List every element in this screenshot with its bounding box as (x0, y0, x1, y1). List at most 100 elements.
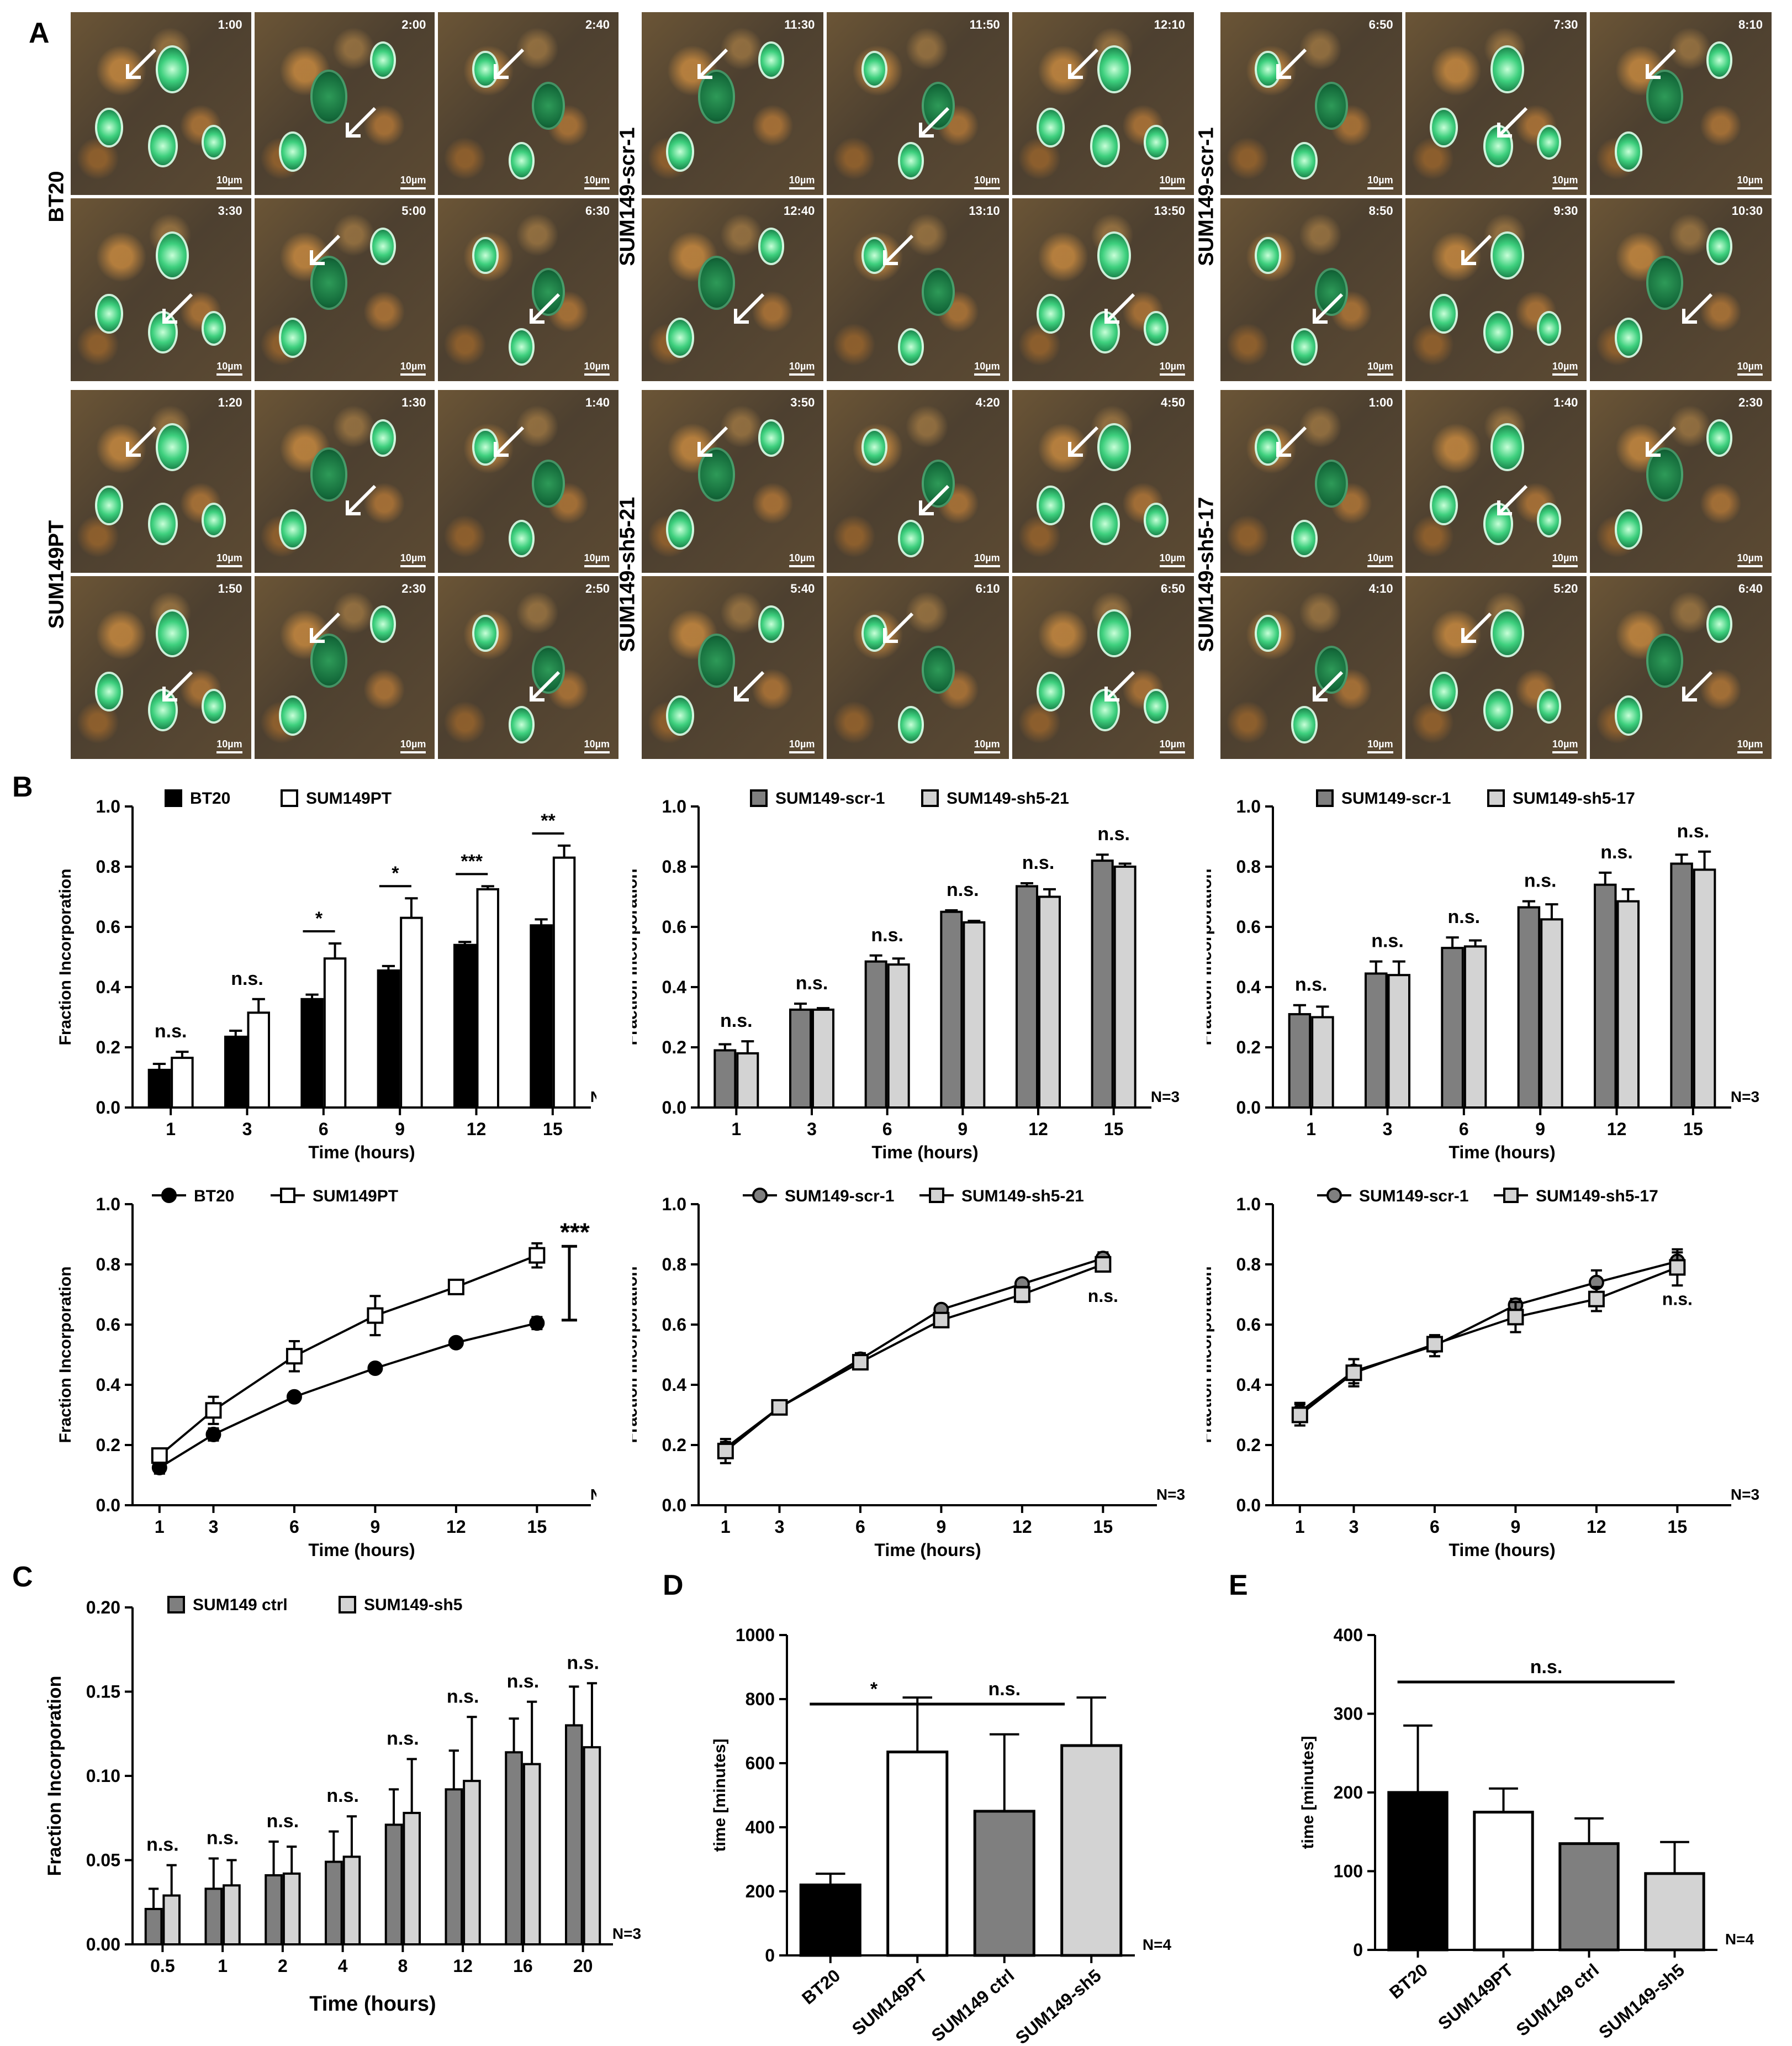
arrow-icon (919, 107, 950, 138)
timestamp-label: 1:00 (1368, 396, 1393, 409)
y-tick-label: 0.6 (96, 917, 120, 937)
n-label: N=3 (1731, 1486, 1759, 1503)
green-cell (1614, 695, 1643, 736)
green-cell (472, 236, 499, 275)
scale-bar: 10µm (789, 739, 815, 753)
x-tick-label: 3 (807, 1119, 817, 1139)
timestamp-label: 1:40 (585, 396, 610, 409)
arrow-icon (1461, 612, 1492, 643)
n-label: N=3 (612, 1925, 641, 1942)
green-cell (148, 502, 178, 546)
microscopy-grid: 3:50 10µm 4:20 10µm 4:50 10µm 5:40 10µm 6:10 10µm… (642, 390, 1194, 759)
green-cell (95, 107, 123, 148)
significance-label: n.s. (947, 879, 979, 900)
y-axis-title: Fraction Incorporation (1207, 868, 1215, 1045)
green-cell (1430, 293, 1458, 334)
green-cell (921, 267, 955, 317)
x-axis-title: Time (hours) (874, 1540, 981, 1560)
significance-label: n.s. (1022, 852, 1055, 873)
scale-bar: 10µm (1552, 552, 1578, 567)
y-tick-label: 1.0 (1236, 1194, 1261, 1214)
x-tick-label: 6 (289, 1517, 299, 1537)
x-tick-label: 12 (1012, 1517, 1032, 1537)
microscopy-frame: 1:30 10µm (254, 390, 435, 573)
green-cell (861, 50, 888, 88)
bar-sum149-scr-1 (864, 960, 887, 1109)
y-tick-label: 0 (1353, 1940, 1363, 1960)
significance-label: n.s. (447, 1686, 479, 1707)
scale-bar: 10µm (216, 552, 242, 567)
legend-scr1-label: SUM149-scr-1 (1341, 789, 1451, 808)
green-cell (155, 45, 189, 94)
legend-bt20-label: BT20 (190, 789, 230, 808)
green-cell (666, 317, 695, 358)
scale-bar: 10µm (789, 552, 815, 567)
n-label: N=3 (1731, 1088, 1759, 1105)
microscopy-frame: 1:00 10µm (71, 12, 251, 195)
green-cell (1706, 41, 1733, 79)
arrow-icon (1067, 426, 1098, 457)
x-tick-label: BT20 (1386, 1960, 1431, 2003)
green-cell (1097, 45, 1132, 94)
y-tick-label: 1000 (736, 1625, 775, 1645)
bar-sum149-sh5 (342, 1855, 361, 1945)
bar-sum149-sh5-21 (963, 921, 986, 1109)
point-sum149pt (528, 1247, 546, 1264)
x-tick-label: 12 (467, 1119, 487, 1139)
green-cell (95, 485, 123, 526)
bar-sum149-sh5-21 (887, 963, 910, 1109)
x-tick-label: 15 (1668, 1517, 1688, 1537)
significance-label: n.s. (1662, 1289, 1693, 1309)
bar-sum149pt (323, 957, 347, 1109)
microscopy-frame: 6:10 10µm (827, 576, 1009, 759)
n-label: N=3 (1151, 1088, 1180, 1105)
microscopy-frame: 7:30 10µm (1405, 12, 1587, 195)
y-axis-title: Fraction Incorporation (44, 1676, 65, 1876)
y-tick-label: 200 (746, 1881, 775, 1901)
microscopy-frame: 4:10 10µm (1220, 576, 1402, 759)
x-tick-label: 15 (527, 1517, 547, 1537)
y-tick-label: 800 (746, 1689, 775, 1709)
scale-bar: 10µm (1160, 552, 1185, 567)
row-label-sum149-sh5-17: SUM149-sh5-17 (1193, 390, 1220, 759)
point-sum149-sh5-17 (1588, 1290, 1605, 1307)
significance-label: n.s. (387, 1728, 419, 1749)
y-axis-title: Fraction Incorporation (632, 1266, 641, 1443)
microscopy-frame: 5:40 10µm (642, 576, 824, 759)
microscopy-frame: 3:30 10µm (71, 198, 251, 381)
green-cell (278, 317, 307, 358)
green-cell (1314, 81, 1349, 130)
x-tick-label: 3 (1383, 1119, 1393, 1139)
significance-label: * (870, 1679, 878, 1700)
timestamp-label: 7:30 (1553, 18, 1578, 31)
legend-sh5-21-label: SUM149-sh5-21 (961, 1187, 1084, 1205)
green-cell (758, 419, 785, 457)
green-cell (1706, 419, 1733, 457)
y-tick-label: 0.4 (662, 1375, 687, 1395)
arrow-icon (1312, 293, 1343, 324)
scale-bar: 10µm (216, 739, 242, 753)
y-axis-title: Fraction Incorporation (56, 1266, 75, 1443)
x-tick-label: 12 (446, 1517, 466, 1537)
bar-sum149pt (400, 916, 423, 1109)
timestamp-label: 4:10 (1368, 582, 1393, 595)
green-cell (1430, 671, 1458, 712)
arrow-icon (1461, 234, 1492, 265)
point-sum149pt (286, 1348, 303, 1365)
bar-sum149-ctrl (973, 1810, 1035, 1957)
bar-sum149-scr-1 (713, 1049, 737, 1109)
y-tick-label: 0.4 (1236, 977, 1261, 997)
green-cell (758, 605, 785, 643)
y-tick-label: 1.0 (1236, 797, 1261, 816)
point-sum149-sh5-17 (1507, 1309, 1524, 1326)
x-tick-label: 9 (395, 1119, 405, 1139)
significance-label: n.s. (1097, 824, 1130, 845)
y-tick-label: 0.2 (662, 1037, 686, 1057)
green-cell (666, 695, 695, 736)
bar-sum149-sh5 (223, 1884, 241, 1945)
scale-bar: 10µm (1160, 175, 1185, 189)
bar-sum149-sh5-21 (1038, 895, 1061, 1109)
arrow-icon (530, 671, 561, 702)
green-cell (1490, 45, 1524, 94)
chart-b-line-scr1-vs-sh5-17: 0.0 0.2 0.4 0.6 0.8 1.0 Fraction Incorporation… (1207, 1187, 1759, 1560)
